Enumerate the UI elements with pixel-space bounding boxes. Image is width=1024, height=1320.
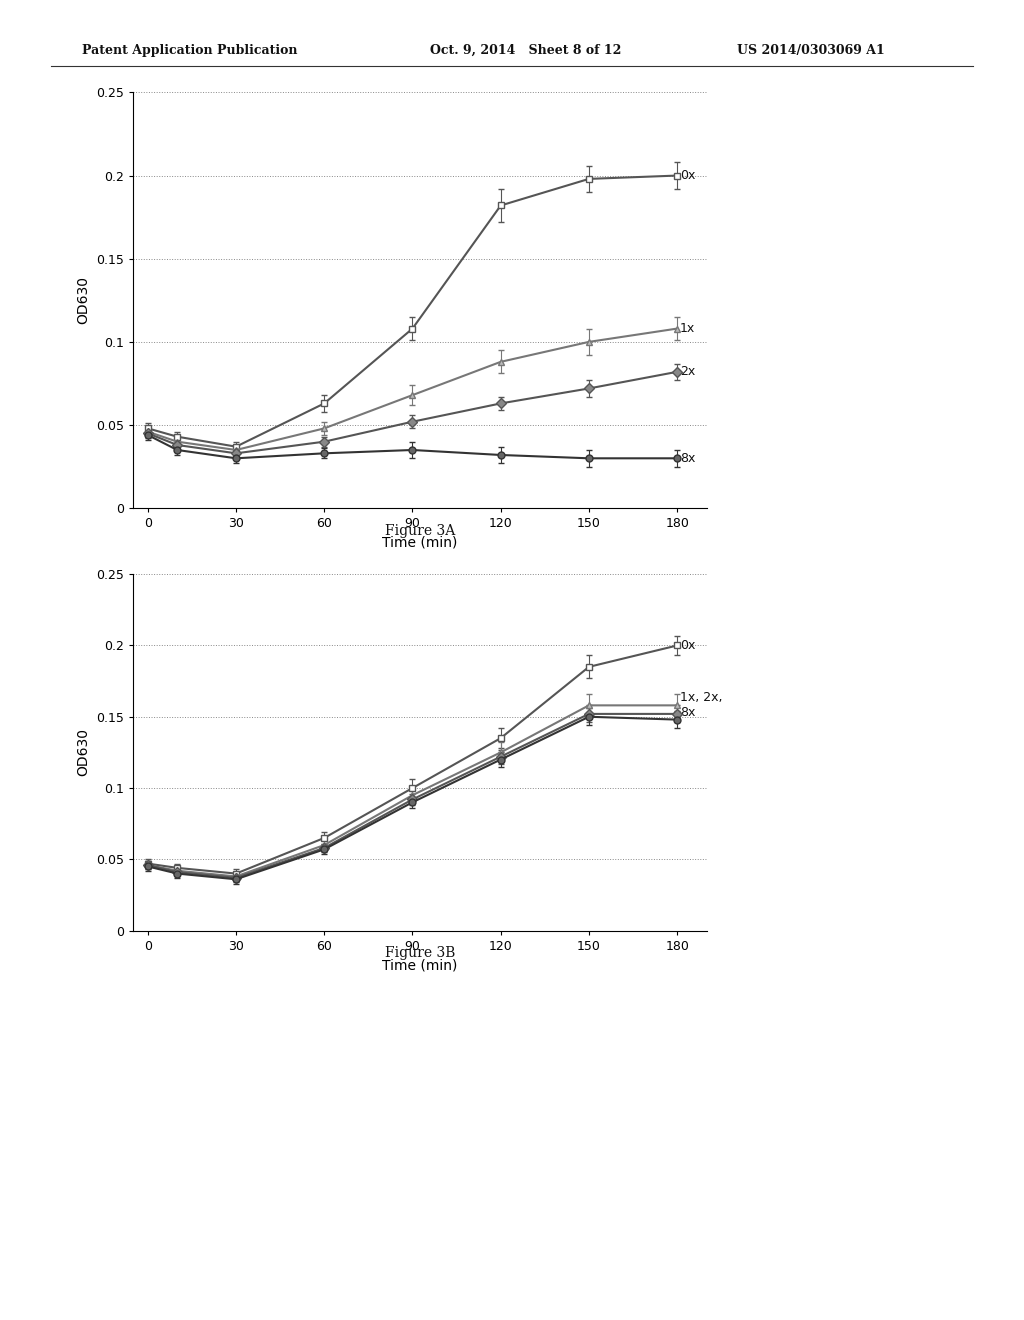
Text: Patent Application Publication: Patent Application Publication [82, 44, 297, 57]
Text: 0x: 0x [680, 169, 695, 182]
Text: Oct. 9, 2014   Sheet 8 of 12: Oct. 9, 2014 Sheet 8 of 12 [430, 44, 622, 57]
Text: Figure 3A: Figure 3A [385, 524, 455, 539]
Text: US 2014/0303069 A1: US 2014/0303069 A1 [737, 44, 885, 57]
X-axis label: Time (min): Time (min) [382, 536, 458, 550]
Text: 1x: 1x [680, 322, 695, 335]
Text: 8x: 8x [680, 451, 695, 465]
Y-axis label: OD630: OD630 [77, 729, 90, 776]
Y-axis label: OD630: OD630 [77, 276, 90, 325]
X-axis label: Time (min): Time (min) [382, 958, 458, 973]
Text: 0x: 0x [680, 639, 695, 652]
Text: Figure 3B: Figure 3B [385, 946, 455, 961]
Text: 2x: 2x [680, 366, 695, 379]
Text: 1x, 2x,
8x: 1x, 2x, 8x [680, 692, 723, 719]
